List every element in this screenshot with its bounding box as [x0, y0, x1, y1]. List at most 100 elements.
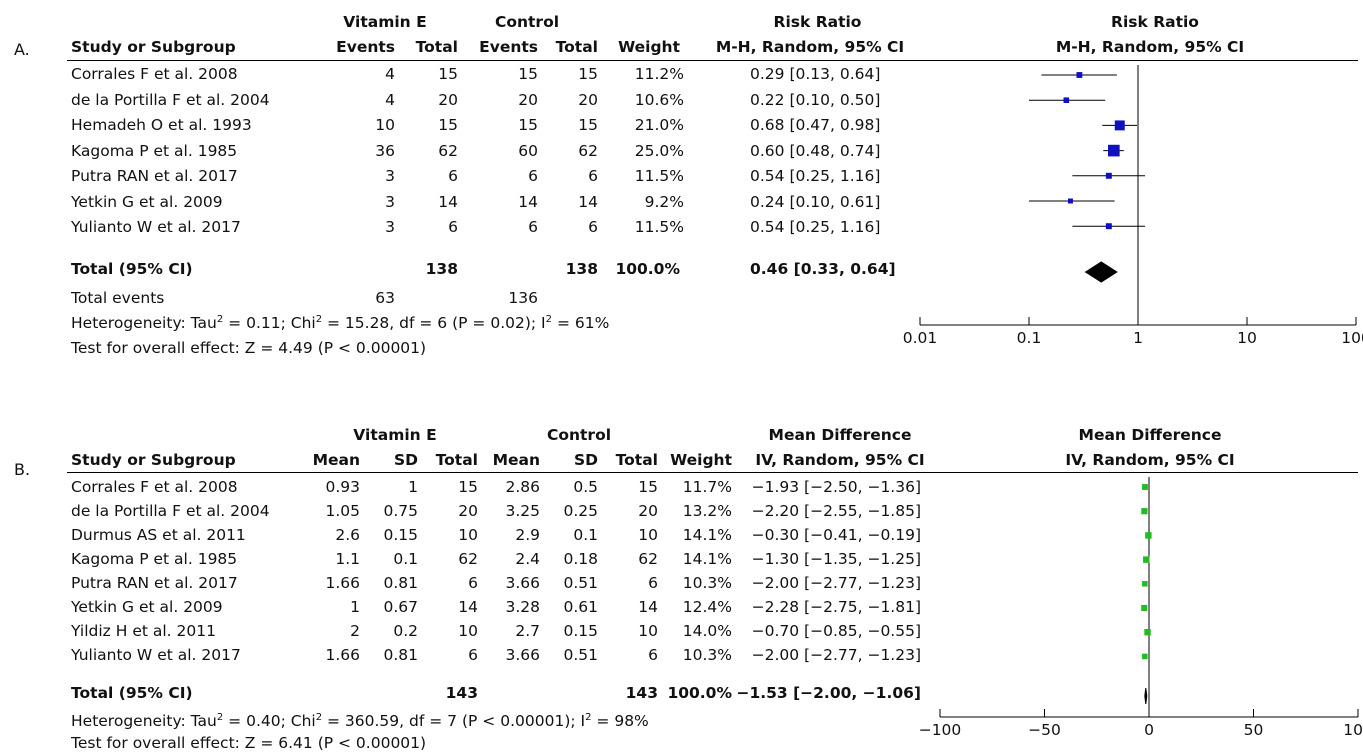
effect-subheader: M-H, Random, 95% CI	[715, 38, 905, 56]
study-weight: 14.0%	[682, 622, 732, 640]
control-mean: 3.28	[505, 598, 540, 616]
study-estimate: −2.00 [−2.77, −1.23]	[751, 574, 921, 592]
control-mean: 3.66	[505, 646, 540, 664]
col-header-mean: Mean	[492, 451, 540, 469]
study-weight: 13.2%	[682, 502, 732, 520]
study-name: de la Portilla F et al. 2004	[71, 502, 270, 520]
effect-header: Risk Ratio	[773, 13, 862, 31]
study-estimate: 0.54 [0.25, 1.16]	[750, 218, 881, 236]
x-axis-tick-label: 0.1	[1017, 329, 1042, 347]
study-estimate: 0.54 [0.25, 1.16]	[750, 167, 881, 185]
col-header-total: Total	[615, 451, 658, 469]
point-estimate-marker	[1063, 97, 1070, 103]
study-weight: 10.3%	[682, 574, 732, 592]
study-weight: 21.0%	[634, 116, 684, 134]
control-total: 15	[638, 478, 658, 496]
study-estimate: 0.24 [0.10, 0.61]	[750, 192, 881, 211]
plot-subheader: M-H, Random, 95% CI	[1055, 38, 1245, 56]
group-header-control: Control	[494, 13, 560, 31]
vitamin-e-events: 36	[375, 141, 395, 160]
study-estimate: −2.28 [−2.75, −1.81]	[751, 598, 921, 616]
col-header-total: Total	[415, 38, 458, 56]
control-mean: 2.7	[515, 622, 540, 640]
study-weight: 11.2%	[634, 65, 684, 83]
study-estimate: −0.30 [−0.41, −0.19]	[751, 526, 921, 544]
total-events-label: Total events	[71, 289, 165, 307]
control-total: 20	[578, 90, 598, 109]
control-sd: 0.51	[563, 574, 598, 592]
control-total: 20	[638, 502, 658, 520]
control-mean: 2.9	[515, 526, 540, 544]
control-sd: 0.51	[563, 646, 598, 664]
total-control: 138	[565, 260, 598, 278]
control-sd: 0.25	[563, 502, 598, 520]
study-estimate: 0.60 [0.48, 0.74]	[750, 141, 881, 160]
vitamin-e-events: 10	[375, 116, 395, 134]
study-name: Yetkin G et al. 2009	[71, 192, 223, 211]
control-sd: 0.15	[563, 622, 598, 640]
study-name: Hemadeh O et al. 1993	[71, 116, 252, 134]
study-weight: 9.2%	[644, 192, 684, 211]
total-control: 143	[625, 684, 658, 702]
vitamin-e-sd: 0.1	[393, 550, 418, 568]
control-events: 6	[528, 218, 538, 236]
control-total: 14	[638, 598, 658, 616]
point-estimate-marker	[1143, 556, 1150, 563]
effect-header: Mean Difference	[768, 426, 912, 444]
plot-subheader: IV, Random, 95% CI	[1065, 451, 1235, 469]
study-estimate: 0.29 [0.13, 0.64]	[750, 65, 881, 83]
study-weight: 14.1%	[682, 526, 732, 544]
vitamin-e-total: 62	[458, 550, 478, 568]
study-name: Kagoma P et al. 1985	[71, 141, 238, 160]
control-sd: 0.61	[563, 598, 598, 616]
study-estimate: 0.22 [0.10, 0.50]	[750, 90, 881, 109]
point-estimate-marker	[1076, 72, 1083, 78]
col-header-weight: Weight	[618, 38, 680, 56]
study-name: Yulianto W et al. 2017	[71, 646, 241, 664]
panel-label: A.	[14, 40, 30, 59]
control-mean: 3.66	[505, 574, 540, 592]
study-weight: 12.4%	[682, 598, 732, 616]
total-vitamin-e: 138	[425, 260, 458, 278]
control-events: 14	[518, 192, 538, 211]
study-name: Yulianto W et al. 2017	[71, 218, 241, 236]
point-estimate-marker	[1141, 508, 1148, 515]
x-axis-tick-label: −50	[1028, 721, 1061, 739]
control-sd: 0.1	[573, 526, 598, 544]
control-total: 10	[638, 526, 658, 544]
control-mean: 3.25	[505, 502, 540, 520]
forest-plot-b: −100 −50 0 50 100	[919, 477, 1363, 739]
control-total: 6	[648, 646, 658, 664]
point-estimate-marker	[1105, 172, 1112, 179]
col-header-events: Events	[336, 38, 395, 56]
point-estimate-marker	[1105, 223, 1112, 230]
vitamin-e-events: 3	[385, 167, 395, 185]
control-total: 6	[588, 218, 598, 236]
forest-plot-panel-b: B. Vitamin E Control Mean Difference Mea…	[0, 420, 1363, 752]
point-estimate-marker	[1142, 581, 1148, 587]
vitamin-e-mean: 2.6	[335, 526, 360, 544]
x-axis-tick-label: 10	[1237, 329, 1257, 347]
vitamin-e-mean: 2	[350, 622, 360, 640]
study-weight: 10.3%	[682, 646, 732, 664]
col-header-events: Events	[479, 38, 538, 56]
study-weight: 11.7%	[682, 478, 732, 496]
vitamin-e-total: 20	[458, 502, 478, 520]
heterogeneity-text: Heterogeneity: Tau2 = 0.11; Chi2 = 15.28…	[71, 314, 610, 332]
vitamin-e-total: 15	[438, 65, 458, 83]
total-weight: 100.0%	[667, 684, 732, 702]
x-axis-tick-label: 50	[1244, 721, 1264, 739]
study-name: Yildiz H et al. 2011	[71, 622, 216, 640]
vitamin-e-total: 15	[458, 478, 478, 496]
vitamin-e-mean: 1	[350, 598, 360, 616]
col-header-sd: SD	[393, 451, 418, 469]
vitamin-e-total: 6	[448, 167, 458, 185]
x-axis-tick-label: 0.01	[903, 329, 938, 347]
col-header-weight: Weight	[670, 451, 732, 469]
study-name: de la Portilla F et al. 2004	[71, 90, 270, 109]
group-header-vitamin-e: Vitamin E	[353, 426, 437, 444]
header-rule	[67, 60, 1358, 61]
study-weight: 11.5%	[634, 218, 684, 236]
total-weight: 100.0%	[615, 260, 680, 278]
pooled-estimate-diamond	[1144, 687, 1148, 705]
